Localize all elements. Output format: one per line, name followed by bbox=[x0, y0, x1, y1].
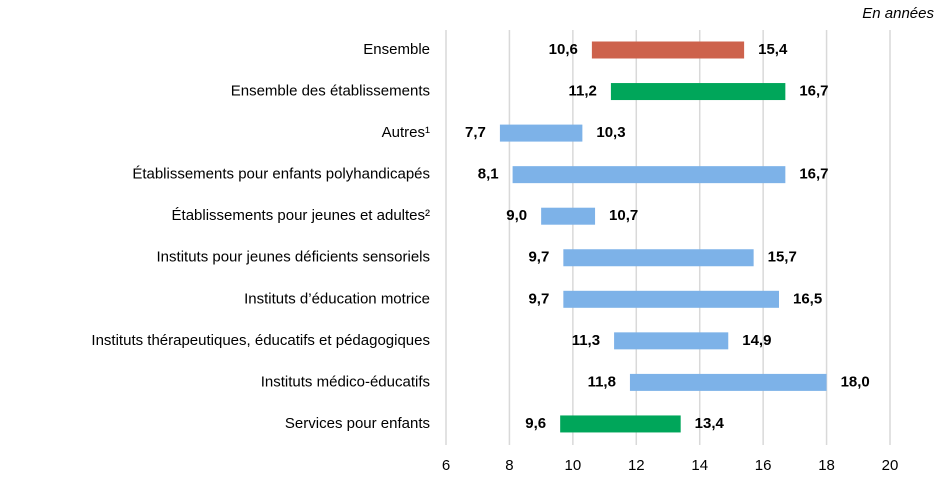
range-bar bbox=[591, 41, 745, 59]
category-label: Instituts médico-éducatifs bbox=[261, 373, 430, 390]
end-label: 16,7 bbox=[799, 83, 828, 100]
x-tick-label: 10 bbox=[565, 457, 582, 474]
range-bar bbox=[541, 207, 596, 225]
start-label: 9,7 bbox=[528, 249, 549, 266]
end-label: 15,7 bbox=[768, 249, 797, 266]
start-label: 7,7 bbox=[465, 124, 486, 141]
range-bar bbox=[499, 124, 583, 142]
start-label: 11,8 bbox=[588, 373, 616, 390]
x-tick-label: 12 bbox=[628, 457, 645, 474]
end-label: 18,0 bbox=[841, 373, 870, 390]
category-label: Ensemble bbox=[363, 41, 430, 58]
unit-label: En années bbox=[862, 5, 934, 22]
end-label: 13,4 bbox=[695, 415, 725, 432]
category-label: Autres¹ bbox=[382, 124, 430, 141]
x-tick-label: 6 bbox=[442, 457, 450, 474]
category-label: Ensemble des établissements bbox=[231, 83, 430, 100]
x-tick-label: 20 bbox=[882, 457, 899, 474]
start-label: 11,2 bbox=[569, 83, 597, 100]
x-tick-label: 18 bbox=[818, 457, 835, 474]
range-bar bbox=[629, 373, 827, 391]
start-label: 9,7 bbox=[528, 290, 549, 307]
range-bar bbox=[610, 83, 786, 101]
category-label: Établissements pour jeunes et adultes² bbox=[172, 207, 430, 224]
category-label: Instituts d’éducation motrice bbox=[244, 290, 430, 307]
x-tick-label: 16 bbox=[755, 457, 772, 474]
category-label: Instituts thérapeutiques, éducatifs et p… bbox=[91, 332, 430, 349]
range-bar bbox=[614, 332, 729, 350]
end-label: 16,5 bbox=[793, 290, 822, 307]
end-label: 14,9 bbox=[742, 332, 771, 349]
end-label: 15,4 bbox=[758, 41, 788, 58]
range-bar bbox=[512, 166, 786, 184]
category-label: Services pour enfants bbox=[285, 415, 430, 432]
end-label: 10,3 bbox=[596, 124, 625, 141]
end-label: 16,7 bbox=[799, 166, 828, 183]
start-label: 10,6 bbox=[549, 41, 578, 58]
range-bar bbox=[563, 290, 779, 308]
start-label: 8,1 bbox=[478, 166, 499, 183]
x-tick-label: 14 bbox=[691, 457, 708, 474]
start-label: 11,3 bbox=[572, 332, 600, 349]
x-tick-label: 8 bbox=[505, 457, 513, 474]
range-bar bbox=[563, 249, 754, 267]
range-bar bbox=[560, 415, 681, 433]
start-label: 9,0 bbox=[506, 207, 527, 224]
start-label: 9,6 bbox=[525, 415, 546, 432]
end-label: 10,7 bbox=[609, 207, 638, 224]
category-label: Établissements pour enfants polyhandicap… bbox=[132, 166, 430, 183]
category-label: Instituts pour jeunes déficients sensori… bbox=[157, 249, 430, 266]
